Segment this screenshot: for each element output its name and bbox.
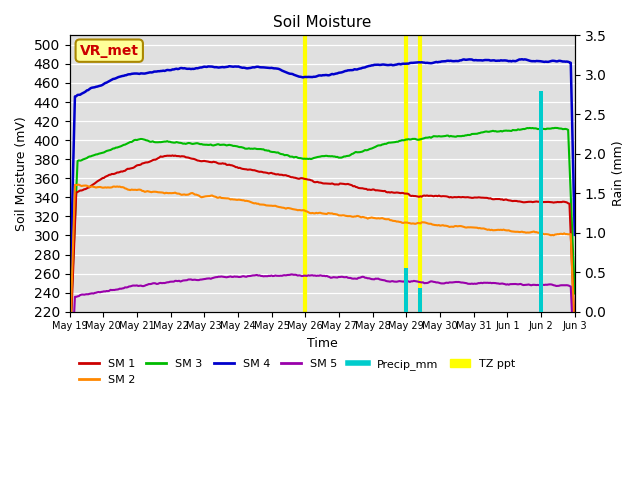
Y-axis label: Soil Moisture (mV): Soil Moisture (mV) [15, 116, 28, 231]
Y-axis label: Rain (mm): Rain (mm) [612, 141, 625, 206]
Bar [404, 268, 408, 312]
Legend: SM 1, SM 2, SM 3, SM 4, SM 5, Precip_mm, TZ ppt: SM 1, SM 2, SM 3, SM 4, SM 5, Precip_mm,… [75, 355, 519, 389]
X-axis label: Time: Time [307, 337, 337, 350]
Text: VR_met: VR_met [80, 44, 139, 58]
Title: Soil Moisture: Soil Moisture [273, 15, 371, 30]
Bar [418, 288, 422, 312]
Bar [539, 91, 543, 312]
